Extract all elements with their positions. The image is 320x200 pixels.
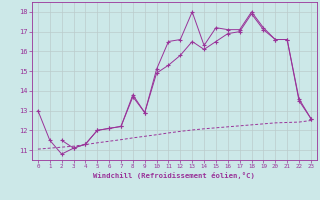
X-axis label: Windchill (Refroidissement éolien,°C): Windchill (Refroidissement éolien,°C) [93,172,255,179]
